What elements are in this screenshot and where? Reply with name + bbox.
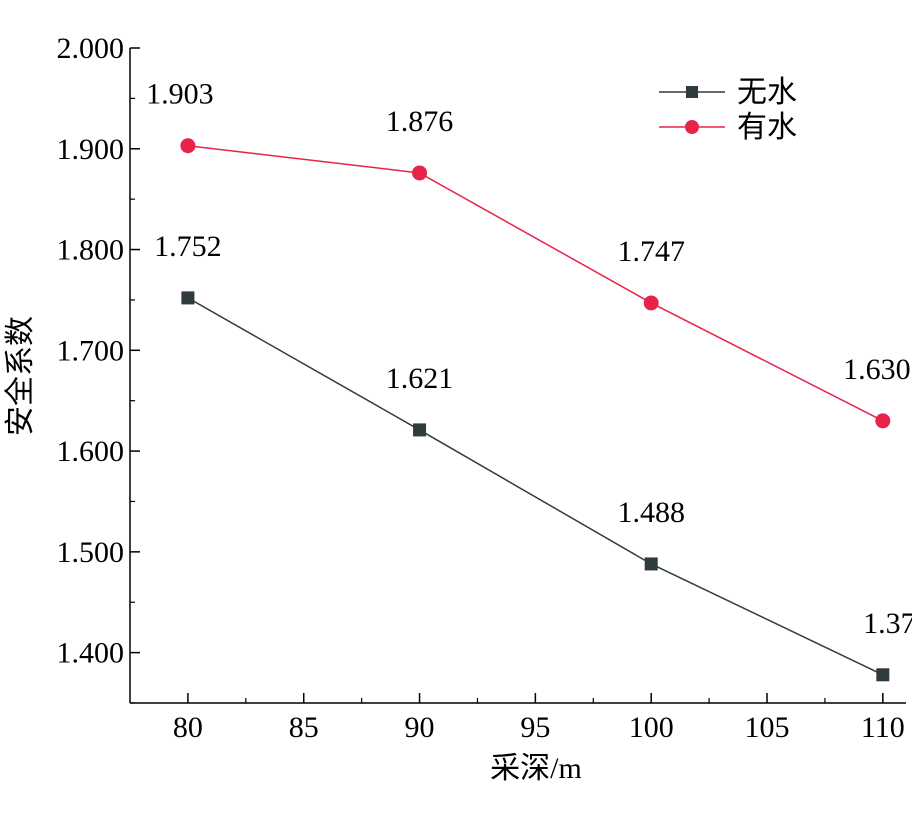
legend-marker-circle (685, 120, 699, 134)
y-axis-title: 安全系数 (4, 316, 37, 436)
data-label: 1.876 (386, 105, 454, 138)
x-tick-label: 100 (629, 711, 674, 744)
data-labels: 1.752 1.621 1.488 1.378 1.903 1.876 1.747 1.630 (146, 78, 912, 640)
x-tick-label: 90 (405, 711, 435, 744)
data-point-circle (643, 295, 659, 311)
data-point-circle (875, 413, 891, 429)
legend-label: 无水 (737, 76, 797, 109)
data-label: 1.488 (617, 496, 685, 529)
data-label: 1.378 (863, 607, 912, 640)
data-label: 1.630 (843, 353, 911, 386)
series-line-1 (187, 297, 884, 676)
data-point-square (876, 668, 890, 682)
series-layer (180, 138, 891, 682)
x-axis-title: 采深/m (490, 752, 582, 785)
data-point-square (644, 557, 658, 571)
x-tick-label: 85 (289, 711, 319, 744)
axes (129, 48, 906, 704)
series-line-2 (187, 145, 884, 422)
data-point-square (413, 423, 427, 437)
y-tick-label: 1.900 (57, 133, 125, 166)
y-tick-label: 2.000 (57, 32, 125, 65)
legend-label: 有水 (737, 111, 797, 144)
y-tick-label: 1.400 (57, 637, 125, 670)
data-label: 1.903 (146, 78, 214, 111)
ticks: 1.400 1.500 1.600 1.700 1.800 1.900 2.000 80 85 9… (57, 32, 905, 744)
legend-marker-square (686, 86, 698, 98)
data-label: 1.747 (617, 235, 685, 268)
data-label: 1.621 (386, 362, 454, 395)
x-tick-label: 110 (861, 711, 905, 744)
y-tick-label: 1.800 (57, 234, 125, 267)
x-tick-label: 105 (745, 711, 790, 744)
y-tick-label: 1.600 (57, 435, 125, 468)
data-point-square (181, 291, 195, 305)
data-point-circle (180, 138, 196, 154)
y-tick-label: 1.700 (57, 334, 125, 367)
x-tick-label: 80 (173, 711, 203, 744)
data-label: 1.752 (154, 230, 222, 263)
x-tick-label: 95 (520, 711, 550, 744)
data-point-circle (412, 165, 428, 181)
y-tick-label: 1.500 (57, 536, 125, 569)
